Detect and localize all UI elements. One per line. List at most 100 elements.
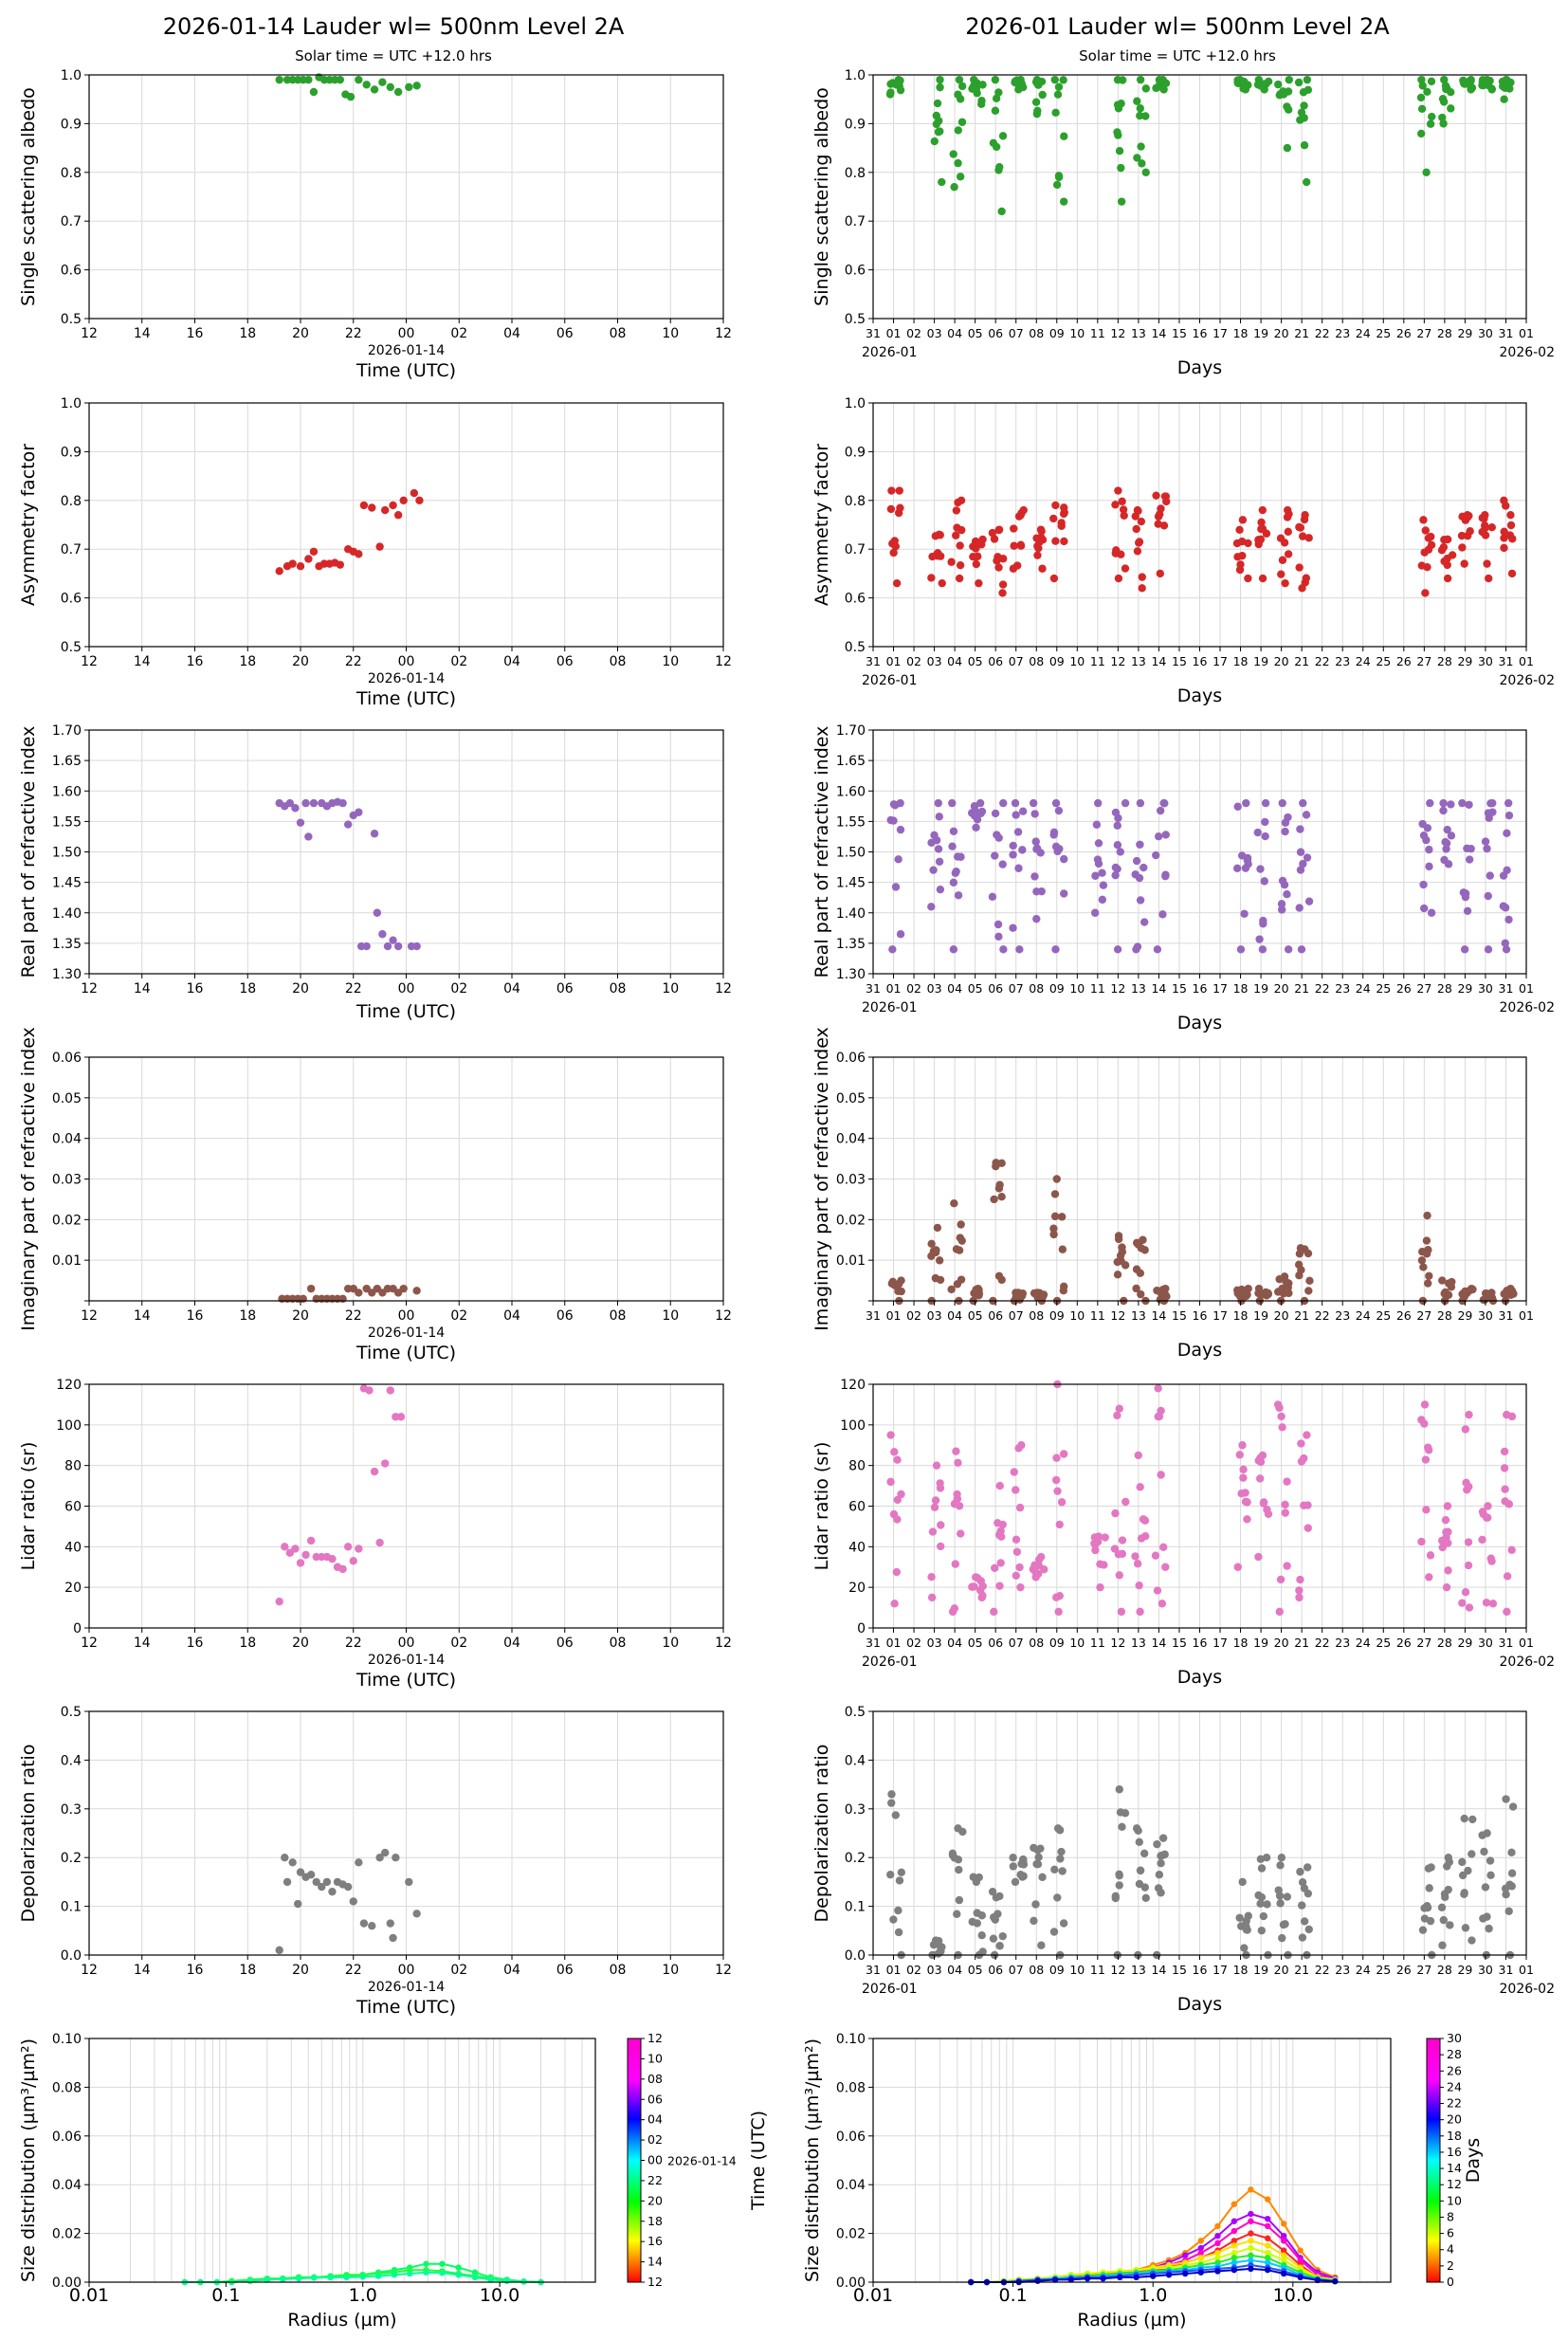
data-point	[1438, 1543, 1447, 1552]
data-point	[1297, 2247, 1304, 2254]
data-point	[1016, 541, 1026, 550]
data-point	[1258, 524, 1267, 533]
x-tick-label: 13	[1131, 1308, 1146, 1323]
data-point	[1050, 75, 1059, 84]
data-point	[1465, 855, 1474, 864]
x-tick-label: 22	[345, 1636, 362, 1651]
y-tick-label: 1.50	[836, 846, 866, 861]
x-tick-label: 22	[1315, 654, 1330, 668]
data-point	[1461, 1924, 1470, 1932]
data-point	[1419, 880, 1428, 889]
x-tick-label: 26	[1396, 654, 1412, 668]
data-point	[998, 860, 1007, 868]
data-point	[1460, 559, 1468, 568]
data-point	[1263, 1506, 1271, 1514]
data-point	[955, 75, 964, 84]
x-tick-label: 16	[187, 1963, 204, 1978]
x-tick-label: 12	[715, 1308, 732, 1324]
data-point	[301, 1550, 310, 1560]
data-point	[1160, 799, 1169, 808]
x-tick-label: 12	[1110, 1308, 1125, 1323]
data-point	[978, 1947, 987, 1956]
data-point	[296, 1868, 305, 1876]
data-point	[955, 1895, 964, 1905]
x-tick-label: 01	[1519, 1963, 1534, 1977]
data-point	[1425, 1573, 1433, 1581]
data-point	[1141, 168, 1150, 176]
data-point	[1440, 75, 1449, 84]
data-point	[1037, 527, 1046, 536]
data-point	[405, 82, 413, 92]
data-point	[1053, 847, 1062, 856]
data-point	[995, 1180, 1004, 1189]
x-tick-label: 28	[1437, 326, 1452, 340]
x-tick-label: 02	[906, 654, 921, 668]
y-tick-label: 0.5	[845, 312, 866, 327]
data-point	[1508, 535, 1517, 543]
data-point	[1153, 1586, 1162, 1595]
data-point	[1438, 1941, 1447, 1949]
l_depol-markers	[275, 1848, 421, 1955]
data-point	[1299, 798, 1307, 808]
data-point	[1161, 831, 1170, 839]
data-point	[1500, 1447, 1509, 1456]
data-point	[281, 1543, 289, 1551]
data-point	[1057, 1847, 1066, 1856]
data-point	[1133, 942, 1142, 951]
data-point	[988, 1887, 997, 1896]
x-tick-label: 0.1	[998, 2285, 1027, 2306]
x-tick-label: 11	[1090, 981, 1105, 996]
data-point	[1284, 813, 1292, 822]
data-point	[1259, 1911, 1268, 1921]
y-tick-label: 0.04	[836, 1132, 866, 1147]
x-tick-label: 04	[947, 1963, 962, 1977]
data-point	[1248, 2230, 1254, 2237]
y-tick-label: 0.06	[836, 1051, 866, 1066]
data-point	[938, 177, 946, 187]
x-date-label: 2026-02	[1500, 673, 1556, 688]
data-point	[1244, 860, 1252, 868]
data-point	[972, 559, 981, 569]
data-point	[370, 85, 379, 94]
data-point	[1016, 1582, 1025, 1592]
x-tick-label: 14	[134, 1963, 151, 1978]
x-date-label: 2026-01	[862, 345, 918, 360]
data-point	[1158, 1834, 1168, 1842]
data-point	[953, 1910, 961, 1918]
data-point	[1465, 1410, 1473, 1419]
data-point	[1254, 1891, 1263, 1900]
x-tick-label: 31	[1499, 981, 1514, 996]
x-tick-label: 18	[239, 1963, 256, 1978]
data-point	[1138, 159, 1146, 168]
data-point	[1117, 2274, 1123, 2281]
data-point	[1049, 1230, 1058, 1239]
data-point	[1422, 168, 1431, 176]
data-point	[1483, 844, 1491, 853]
data-point	[455, 2264, 462, 2271]
data-point	[1053, 1487, 1062, 1495]
data-point	[1231, 2201, 1237, 2207]
y-tick-label: 0.6	[61, 264, 82, 279]
x-tick-label: 19	[1253, 1636, 1268, 1650]
x-tick-label: 09	[1049, 1636, 1065, 1650]
y-tick-label: 60	[848, 1500, 866, 1515]
y-tick-label: 0.04	[836, 2178, 866, 2193]
x-tick-label: 06	[556, 654, 574, 669]
data-point	[410, 488, 419, 498]
data-point	[1161, 1563, 1170, 1571]
x-tick-label: 15	[1172, 654, 1187, 668]
data-point	[957, 852, 965, 861]
data-point	[1151, 1551, 1160, 1560]
data-point	[1239, 1465, 1248, 1474]
colorbar-tick-label: 28	[1447, 2047, 1462, 2061]
data-point	[1300, 1917, 1309, 1926]
data-point	[995, 1581, 1004, 1590]
data-point	[1012, 1571, 1021, 1580]
data-point	[1416, 93, 1426, 102]
data-point	[1248, 2244, 1254, 2252]
data-point	[1297, 945, 1306, 954]
data-point	[1443, 1502, 1452, 1510]
data-point	[1141, 112, 1150, 120]
data-point	[1133, 2274, 1140, 2281]
data-point	[1441, 1892, 1449, 1902]
